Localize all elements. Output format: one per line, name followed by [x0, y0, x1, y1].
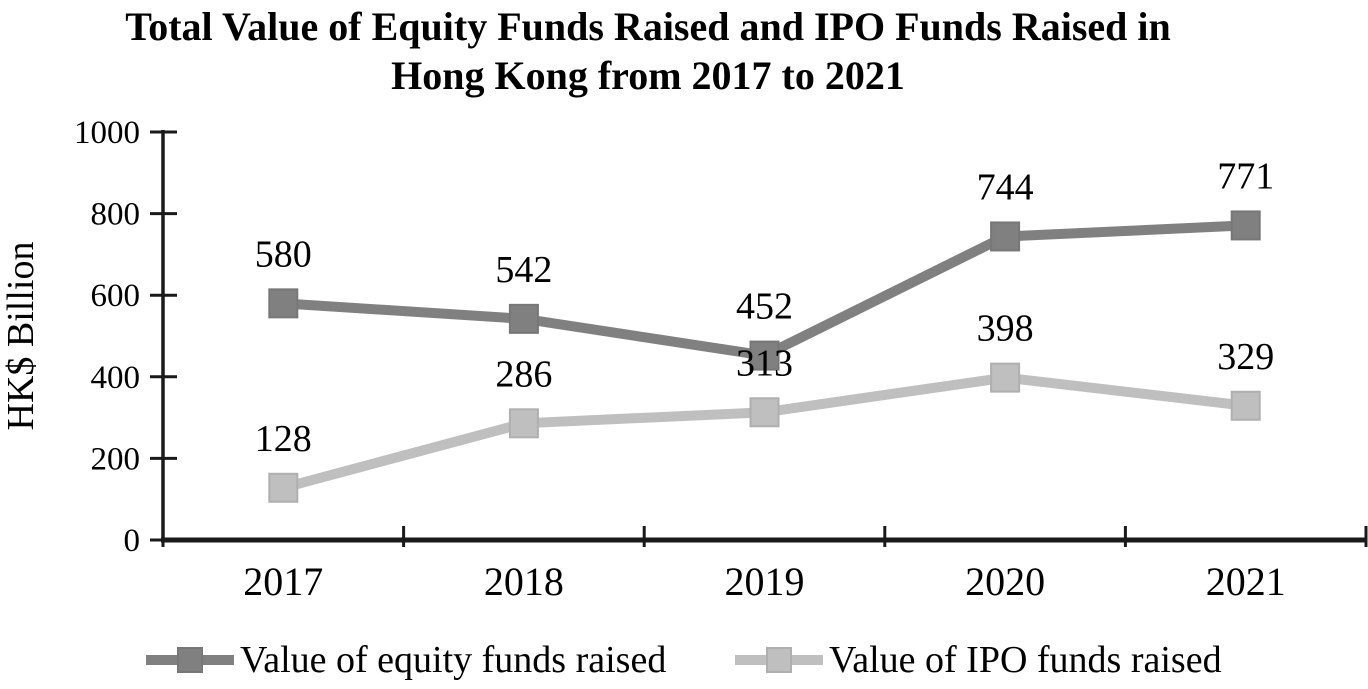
legend-square-marker-icon [177, 647, 203, 673]
data-point-marker-s1 [268, 472, 299, 503]
chart-title-line2: Hong Kong from 2017 to 2021 [391, 53, 905, 98]
data-point-label-s1: 313 [736, 342, 793, 384]
data-point-marker-s0 [1230, 210, 1261, 241]
y-tick-label: 1000 [74, 115, 140, 151]
data-point-label-s0: 452 [736, 286, 793, 328]
data-point-marker-s1 [508, 408, 539, 439]
y-tick-label: 0 [124, 523, 141, 559]
legend-swatch-equity [146, 646, 234, 674]
series-line-1 [282, 372, 1247, 493]
data-point-marker-s1 [990, 362, 1021, 393]
legend-item-equity-funds: Value of equity funds raised [146, 638, 666, 682]
data-point-marker-s0 [990, 221, 1021, 252]
data-point-label-s0: 771 [1217, 155, 1274, 197]
data-point-marker-s0 [508, 303, 539, 334]
data-point-label-s1: 398 [977, 308, 1034, 350]
chart-title: Total Value of Equity Funds Raised and I… [0, 2, 1296, 100]
legend-square-marker-icon [766, 647, 792, 673]
x-category-label: 2017 [243, 559, 323, 604]
y-tick-label: 200 [91, 441, 141, 477]
x-category-label: 2021 [1206, 559, 1286, 604]
legend-item-ipo-funds: Value of IPO funds raised [735, 638, 1222, 682]
y-tick-label: 600 [91, 278, 141, 314]
y-tick-label: 800 [91, 197, 141, 233]
x-category-label: 2018 [484, 559, 564, 604]
data-point-label-s1: 329 [1217, 336, 1274, 378]
data-point-label-s0: 542 [495, 249, 552, 291]
legend-label-ipo: Value of IPO funds raised [829, 639, 1222, 681]
data-point-label-s1: 128 [255, 418, 312, 460]
chart-title-line1: Total Value of Equity Funds Raised and I… [125, 4, 1171, 49]
x-category-label: 2020 [965, 559, 1045, 604]
data-point-marker-s0 [749, 340, 780, 371]
data-point-marker-s1 [1230, 390, 1261, 421]
legend-label-equity: Value of equity funds raised [240, 639, 667, 681]
data-point-marker-s1 [749, 397, 780, 428]
x-category-label: 2019 [725, 559, 805, 604]
y-tick-label: 400 [91, 360, 141, 396]
data-point-marker-s0 [268, 288, 299, 319]
data-point-label-s0: 744 [977, 166, 1034, 208]
legend-swatch-ipo [735, 646, 823, 674]
data-point-label-s0: 580 [255, 233, 312, 275]
data-point-label-s1: 286 [495, 353, 552, 395]
